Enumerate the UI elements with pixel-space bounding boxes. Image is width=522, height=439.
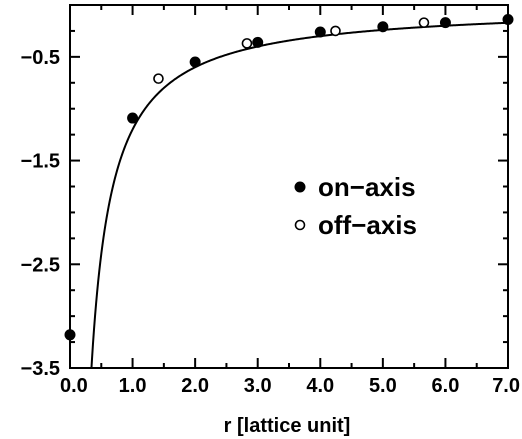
off-axis-point: [418, 17, 430, 28]
x-tick-label: 4.0: [306, 375, 334, 397]
axis-ticks: [69, 4, 509, 369]
on-axis-point: [502, 14, 514, 26]
legend-on-axis-marker: [294, 181, 306, 193]
x-tick-label: 1.0: [119, 375, 147, 397]
on-axis-point: [439, 17, 451, 29]
y-tick-label: −0.5: [21, 47, 60, 69]
x-tick-label: 0.0: [60, 375, 88, 397]
x-tick-label: 7.0: [492, 375, 520, 397]
on-axis-point: [252, 36, 264, 48]
on-axis-point: [64, 329, 76, 341]
fit-curve-group: [90, 21, 508, 368]
off-axis-point: [241, 38, 253, 49]
y-tick-label: −2.5: [21, 254, 60, 276]
plot-frame: [69, 4, 509, 369]
x-tick-label: 5.0: [369, 375, 397, 397]
legend-label: off−axis: [318, 210, 417, 240]
on-axis-point: [127, 112, 139, 124]
legend-off-axis-marker: [294, 219, 306, 231]
on-axis-point: [189, 56, 201, 68]
data-points: [64, 14, 514, 341]
y-tick-label: −3.5: [21, 358, 60, 380]
y-tick-label: −1.5: [21, 151, 60, 173]
x-tick-label: 3.0: [244, 375, 272, 397]
off-axis-point: [330, 25, 341, 37]
x-tick-label: 2.0: [181, 375, 209, 397]
on-axis-point: [314, 26, 326, 38]
off-axis-point: [153, 73, 164, 84]
tick-labels: 0.0 1.0 2.0 3.0 4.0 5.0 6.0 7.0 −0.5 −1.5 −2.5 −3.5: [21, 47, 520, 397]
fit-curve: [90, 21, 508, 368]
legend: on−axis off−axis: [294, 172, 417, 240]
on-axis-point: [377, 21, 389, 33]
x-tick-label: 6.0: [432, 375, 460, 397]
legend-label: on−axis: [318, 172, 416, 202]
x-axis-label: r [lattice unit]: [224, 415, 351, 437]
plot-border: [69, 4, 509, 369]
